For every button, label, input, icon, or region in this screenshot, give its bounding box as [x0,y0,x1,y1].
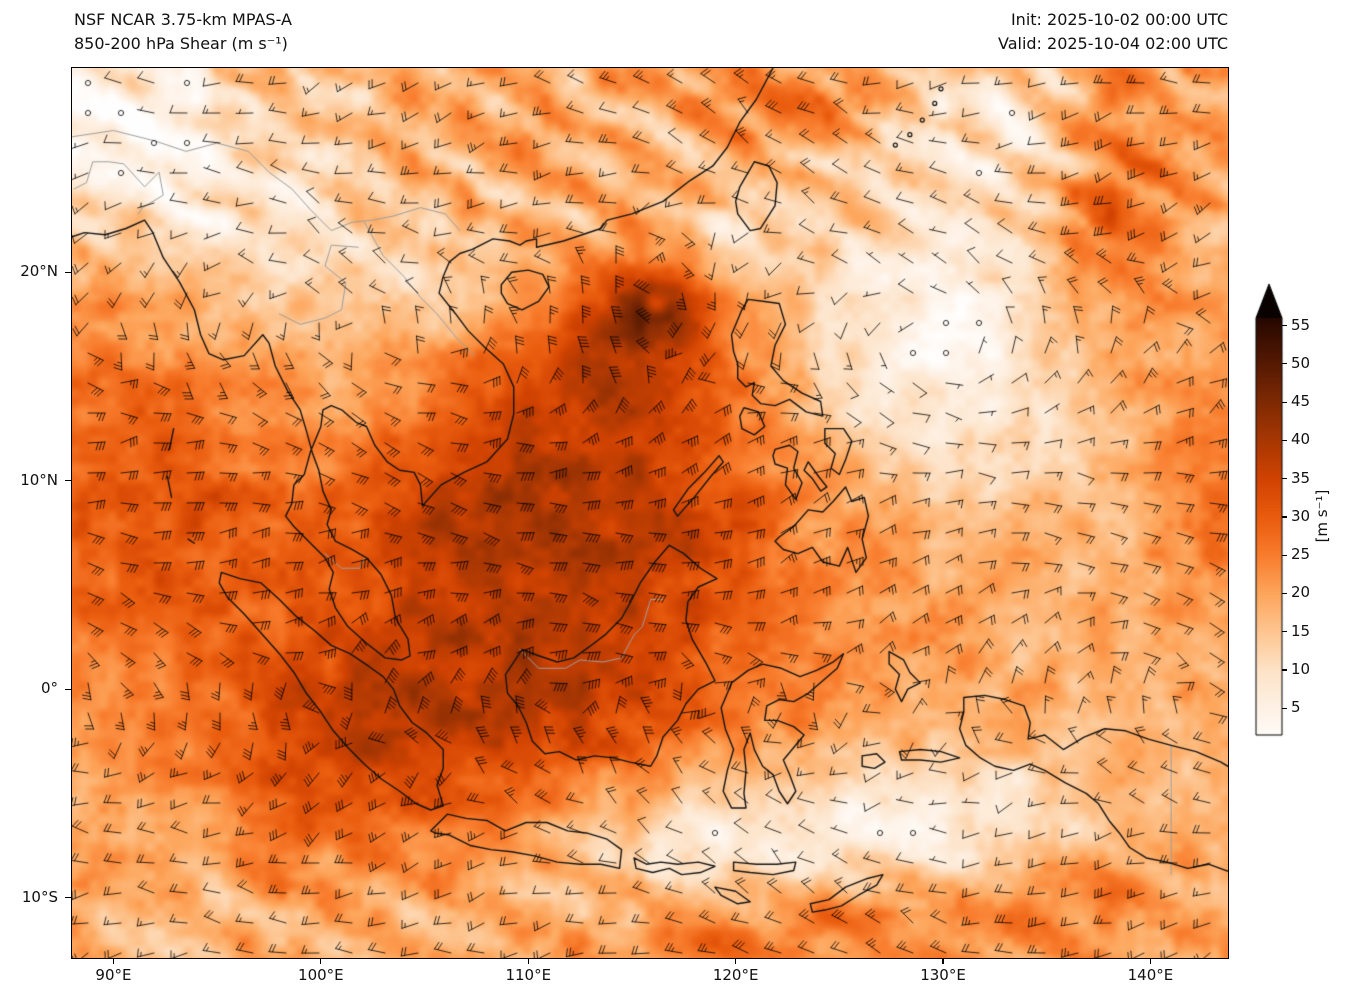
colorbar-tick-mark [1282,669,1287,671]
x-tick-label: 100°E [298,966,344,984]
colorbar [1254,282,1284,756]
colorbar-tick-mark [1282,516,1287,518]
x-tick-mark [942,958,944,964]
x-tick-label: 110°E [505,966,552,984]
y-tick-label: 10°S [21,887,58,906]
valid-time: Valid: 2025-10-04 02:00 UTC [997,34,1228,53]
y-tick-mark [65,271,71,273]
colorbar-canvas [1254,282,1284,752]
colorbar-tick-label: 20 [1291,583,1311,602]
map-frame [71,67,1229,959]
colorbar-tick-mark [1282,325,1287,327]
colorbar-tick-label: 30 [1291,506,1311,525]
colorbar-tick-mark [1282,401,1287,403]
model-title: NSF NCAR 3.75-km MPAS-A [74,10,292,29]
colorbar-tick-label: 35 [1291,468,1311,487]
colorbar-tick-mark [1282,478,1287,480]
y-tick-mark [65,896,71,899]
colorbar-tick-mark [1282,363,1287,365]
y-tick-label: 20°N [20,262,58,281]
field-title: 850-200 hPa Shear (m s⁻¹) [74,34,288,53]
colorbar-tick-label: 45 [1291,392,1311,411]
y-tick-mark [65,480,71,482]
colorbar-tick-mark [1282,707,1287,709]
init-time: Init: 2025-10-02 00:00 UTC [1010,10,1228,29]
y-tick-label: 0° [40,679,58,698]
colorbar-tick-label: 15 [1291,621,1311,640]
x-tick-label: 120°E [712,966,759,984]
colorbar-tick-label: 5 [1291,698,1301,717]
colorbar-tick-mark [1282,439,1287,441]
colorbar-tick-label: 50 [1291,353,1311,372]
colorbar-tick-mark [1282,554,1287,556]
y-tick-mark [65,688,71,690]
x-tick-label: 140°E [1127,966,1174,984]
x-tick-mark [1149,958,1152,964]
colorbar-label: [m s⁻¹] [1313,489,1331,543]
x-tick-mark [112,958,115,964]
title-block: NSF NCAR 3.75-km MPAS-A 850-200 hPa Shea… [74,8,292,56]
x-tick-label: 130°E [920,966,966,984]
colorbar-tick-mark [1282,592,1287,595]
colorbar-tick-label: 40 [1291,430,1311,449]
colorbar-tick-label: 25 [1291,545,1311,564]
x-tick-mark [735,958,737,964]
time-block: Init: 2025-10-02 00:00 UTC Valid: 2025-1… [998,8,1228,56]
x-tick-label: 90°E [95,966,132,984]
shear-map-canvas [72,68,1228,958]
colorbar-tick-mark [1282,631,1287,633]
x-tick-mark [527,958,529,964]
y-tick-label: 10°N [20,470,58,489]
colorbar-tick-label: 55 [1291,315,1311,334]
x-tick-mark [320,958,322,964]
colorbar-tick-label: 10 [1291,659,1311,678]
